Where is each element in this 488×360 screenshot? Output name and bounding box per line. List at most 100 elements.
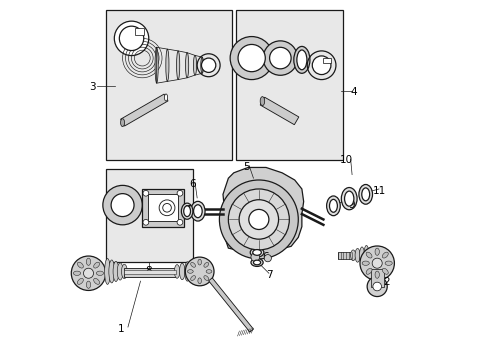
Circle shape (201, 58, 215, 72)
Ellipse shape (253, 260, 260, 265)
Text: 4: 4 (350, 87, 356, 97)
Ellipse shape (296, 50, 306, 70)
Ellipse shape (201, 57, 203, 73)
Polygon shape (223, 167, 303, 252)
Circle shape (114, 21, 148, 55)
Circle shape (142, 220, 148, 225)
Circle shape (269, 47, 290, 69)
Ellipse shape (362, 261, 368, 265)
Ellipse shape (366, 252, 371, 258)
Circle shape (371, 258, 382, 268)
Circle shape (185, 257, 214, 286)
Ellipse shape (77, 278, 83, 284)
Ellipse shape (121, 119, 124, 127)
Text: 5: 5 (243, 162, 249, 172)
Circle shape (264, 255, 271, 262)
Text: 7: 7 (266, 270, 272, 280)
Circle shape (83, 268, 93, 278)
Text: 10: 10 (340, 155, 352, 165)
Ellipse shape (73, 271, 81, 275)
Bar (124, 270, 176, 274)
Polygon shape (260, 97, 298, 125)
Ellipse shape (326, 196, 340, 216)
Ellipse shape (86, 281, 90, 288)
Text: 8: 8 (145, 266, 152, 276)
Ellipse shape (198, 278, 201, 284)
Ellipse shape (181, 203, 192, 219)
Ellipse shape (193, 55, 196, 75)
Ellipse shape (374, 271, 379, 278)
Ellipse shape (185, 53, 188, 78)
Ellipse shape (189, 260, 195, 283)
Ellipse shape (250, 248, 264, 257)
Ellipse shape (183, 206, 190, 217)
Ellipse shape (250, 258, 263, 266)
Ellipse shape (374, 248, 379, 255)
Circle shape (312, 56, 330, 75)
Bar (142, 189, 183, 226)
Polygon shape (208, 278, 253, 332)
Circle shape (102, 185, 142, 225)
Text: 3: 3 (89, 82, 95, 92)
Ellipse shape (203, 262, 208, 267)
Circle shape (359, 246, 394, 280)
Ellipse shape (86, 258, 90, 265)
Ellipse shape (329, 199, 337, 212)
Circle shape (250, 253, 259, 261)
Circle shape (239, 200, 278, 239)
Ellipse shape (252, 249, 261, 255)
Bar (147, 194, 178, 221)
Ellipse shape (193, 205, 202, 218)
Ellipse shape (155, 47, 158, 83)
Ellipse shape (354, 248, 359, 262)
Text: 6: 6 (189, 179, 195, 189)
Ellipse shape (350, 250, 355, 261)
Ellipse shape (344, 191, 353, 206)
Text: 7: 7 (183, 206, 190, 216)
Ellipse shape (165, 49, 169, 81)
Text: 11: 11 (371, 186, 385, 196)
Ellipse shape (341, 188, 356, 210)
Circle shape (263, 41, 297, 75)
Bar (235, 10, 343, 160)
Bar (124, 267, 176, 277)
Ellipse shape (190, 276, 195, 280)
Ellipse shape (184, 262, 190, 281)
Text: 1: 1 (117, 324, 124, 334)
Bar (370, 269, 383, 287)
Circle shape (142, 190, 148, 196)
Circle shape (372, 282, 381, 291)
Ellipse shape (203, 276, 208, 280)
Circle shape (219, 180, 298, 259)
Ellipse shape (176, 51, 180, 80)
Ellipse shape (117, 263, 123, 280)
Ellipse shape (113, 261, 119, 282)
Text: 9: 9 (348, 200, 355, 210)
Ellipse shape (363, 246, 368, 265)
Ellipse shape (94, 278, 100, 284)
Bar (106, 10, 231, 160)
Circle shape (111, 194, 134, 217)
Circle shape (230, 37, 273, 80)
Circle shape (71, 256, 105, 291)
Ellipse shape (190, 201, 204, 221)
Circle shape (119, 26, 143, 50)
Polygon shape (121, 94, 168, 126)
Bar (337, 252, 351, 259)
Circle shape (248, 210, 268, 229)
Ellipse shape (293, 46, 309, 73)
Ellipse shape (384, 261, 391, 265)
Circle shape (159, 200, 175, 216)
Ellipse shape (94, 262, 100, 268)
Text: 2: 2 (382, 277, 388, 287)
Bar (135, 28, 144, 35)
Bar (106, 169, 192, 262)
Circle shape (177, 190, 183, 196)
Circle shape (238, 44, 265, 72)
Ellipse shape (96, 271, 103, 275)
Circle shape (163, 203, 171, 212)
Ellipse shape (358, 184, 372, 204)
Ellipse shape (104, 258, 110, 284)
Circle shape (366, 276, 386, 297)
Ellipse shape (359, 247, 364, 264)
